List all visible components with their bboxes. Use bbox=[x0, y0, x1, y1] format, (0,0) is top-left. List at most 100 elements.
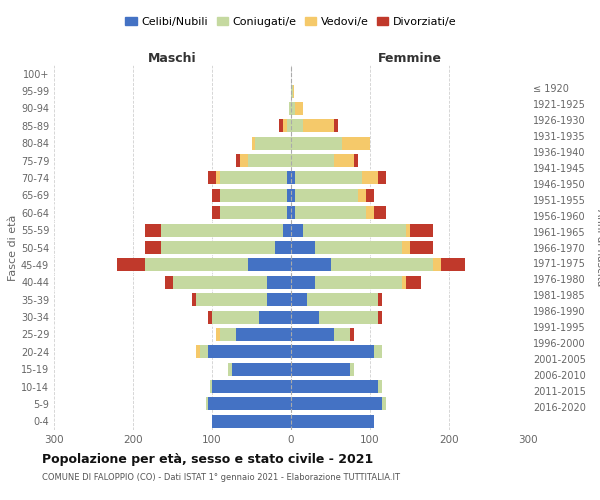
Bar bbox=[291, 84, 293, 98]
Bar bbox=[220, 189, 287, 202]
Bar bbox=[334, 120, 338, 132]
Bar bbox=[287, 189, 291, 202]
Bar bbox=[173, 276, 268, 289]
Bar bbox=[145, 258, 248, 272]
Bar bbox=[256, 136, 291, 149]
Bar bbox=[283, 120, 287, 132]
Bar bbox=[206, 398, 208, 410]
Bar bbox=[350, 328, 354, 341]
Bar bbox=[117, 258, 145, 272]
Bar bbox=[287, 120, 291, 132]
Bar bbox=[248, 258, 291, 272]
Y-axis label: Fasce di età: Fasce di età bbox=[8, 214, 18, 280]
Bar bbox=[164, 276, 173, 289]
Bar bbox=[287, 206, 291, 220]
Bar bbox=[433, 258, 441, 272]
Bar bbox=[303, 224, 406, 236]
Bar bbox=[208, 346, 291, 358]
Bar bbox=[196, 293, 268, 306]
Text: Popolazione per età, sesso e stato civile - 2021: Popolazione per età, sesso e stato civil… bbox=[42, 452, 373, 466]
Y-axis label: Anni di nascita: Anni di nascita bbox=[595, 209, 600, 286]
Bar bbox=[350, 362, 354, 376]
Bar bbox=[212, 189, 220, 202]
Bar bbox=[161, 224, 283, 236]
Bar bbox=[291, 380, 378, 393]
Bar bbox=[358, 189, 366, 202]
Bar bbox=[216, 328, 220, 341]
Bar bbox=[239, 154, 248, 167]
Bar bbox=[401, 241, 409, 254]
Bar bbox=[268, 276, 291, 289]
Bar bbox=[212, 310, 259, 324]
Bar bbox=[291, 346, 374, 358]
Bar bbox=[291, 258, 331, 272]
Bar bbox=[378, 380, 382, 393]
Bar bbox=[291, 120, 303, 132]
Bar bbox=[331, 258, 433, 272]
Bar bbox=[406, 224, 409, 236]
Bar bbox=[208, 172, 216, 184]
Bar bbox=[291, 172, 295, 184]
Bar bbox=[362, 172, 378, 184]
Bar bbox=[236, 328, 291, 341]
Bar bbox=[283, 224, 291, 236]
Bar bbox=[251, 136, 256, 149]
Bar bbox=[409, 224, 433, 236]
Bar bbox=[236, 154, 239, 167]
Bar bbox=[314, 241, 401, 254]
Bar bbox=[289, 102, 291, 115]
Bar bbox=[382, 398, 386, 410]
Bar bbox=[293, 84, 294, 98]
Bar bbox=[303, 120, 334, 132]
Bar bbox=[406, 276, 421, 289]
Bar bbox=[366, 189, 374, 202]
Bar bbox=[161, 241, 275, 254]
Bar bbox=[200, 346, 208, 358]
Bar bbox=[291, 102, 295, 115]
Text: COMUNE DI FALOPPIO (CO) - Dati ISTAT 1° gennaio 2021 - Elaborazione TUTTITALIA.I: COMUNE DI FALOPPIO (CO) - Dati ISTAT 1° … bbox=[42, 472, 400, 482]
Bar bbox=[232, 362, 291, 376]
Bar bbox=[220, 328, 236, 341]
Bar bbox=[295, 206, 366, 220]
Bar bbox=[216, 172, 220, 184]
Bar bbox=[279, 120, 283, 132]
Bar bbox=[275, 241, 291, 254]
Bar bbox=[343, 136, 370, 149]
Bar bbox=[211, 380, 212, 393]
Bar bbox=[409, 241, 433, 254]
Text: Maschi: Maschi bbox=[148, 52, 197, 65]
Bar bbox=[208, 398, 291, 410]
Bar bbox=[374, 346, 382, 358]
Bar bbox=[334, 154, 354, 167]
Bar bbox=[291, 362, 350, 376]
Bar bbox=[220, 172, 287, 184]
Bar bbox=[291, 224, 303, 236]
Bar bbox=[145, 224, 161, 236]
Bar bbox=[314, 276, 401, 289]
Bar bbox=[291, 241, 314, 254]
Bar bbox=[287, 172, 291, 184]
Bar bbox=[291, 136, 343, 149]
Bar bbox=[208, 310, 212, 324]
Bar bbox=[145, 241, 161, 254]
Bar bbox=[291, 328, 334, 341]
Bar bbox=[378, 293, 382, 306]
Bar bbox=[291, 310, 319, 324]
Bar bbox=[196, 346, 200, 358]
Bar bbox=[319, 310, 378, 324]
Bar bbox=[259, 310, 291, 324]
Bar bbox=[228, 362, 232, 376]
Bar bbox=[291, 293, 307, 306]
Bar bbox=[268, 293, 291, 306]
Bar bbox=[291, 398, 382, 410]
Bar bbox=[212, 380, 291, 393]
Bar bbox=[248, 154, 291, 167]
Bar bbox=[291, 415, 374, 428]
Bar bbox=[378, 172, 386, 184]
Bar bbox=[212, 415, 291, 428]
Bar bbox=[212, 206, 220, 220]
Bar bbox=[441, 258, 465, 272]
Bar bbox=[401, 276, 406, 289]
Bar bbox=[378, 310, 382, 324]
Bar bbox=[295, 189, 358, 202]
